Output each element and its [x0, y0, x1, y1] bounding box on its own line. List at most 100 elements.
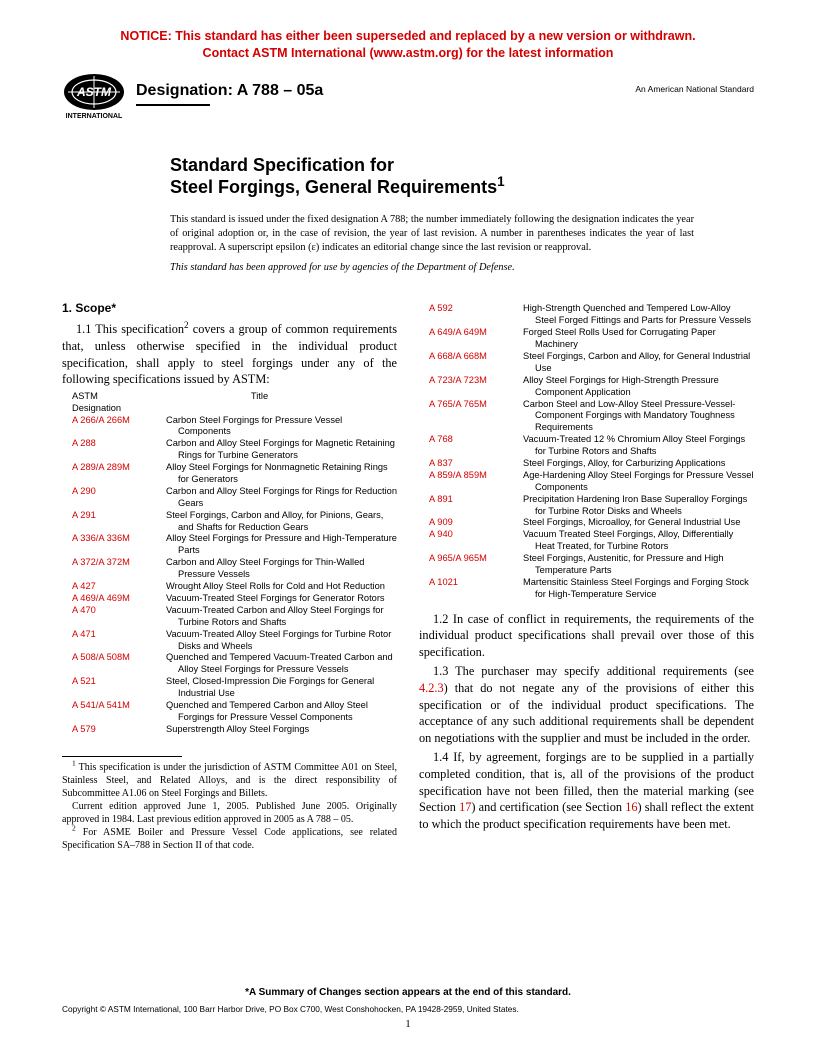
spec-row: A 579Superstrength Alloy Steel Forgings: [62, 724, 397, 736]
footnote-2: 2 For ASME Boiler and Pressure Vessel Co…: [62, 826, 397, 852]
spec-row: A 768Vacuum-Treated 12 % Chromium Alloy …: [419, 434, 754, 458]
spec-designation: A 649/A 649M: [419, 327, 519, 351]
ans-label: An American National Standard: [635, 84, 754, 94]
scope-para-1: 1.1 This specification2 covers a group o…: [62, 321, 397, 387]
spec-title: Wrought Alloy Steel Rolls for Cold and H…: [162, 581, 397, 593]
spec-designation: A 891: [419, 494, 519, 518]
spec-designation: A 940: [419, 529, 519, 553]
standard-title: Standard Specification for Steel Forging…: [170, 154, 754, 199]
dod-approval: This standard has been approved for use …: [170, 262, 694, 273]
spec-title: Vacuum Treated Steel Forgings, Alloy, Di…: [519, 529, 754, 553]
spec-title: Quenched and Tempered Carbon and Alloy S…: [162, 700, 397, 724]
spec-designation: A 592: [419, 303, 519, 327]
spec-row: A 940Vacuum Treated Steel Forgings, Allo…: [419, 529, 754, 553]
spec-row: A 649/A 649MForged Steel Rolls Used for …: [419, 327, 754, 351]
notice-line-2: Contact ASTM International (www.astm.org…: [203, 46, 614, 60]
spec-title: Quenched and Tempered Vacuum-Treated Car…: [162, 652, 397, 676]
title-line-2: Steel Forgings, General Requirements1: [170, 176, 754, 199]
spec-title: Carbon Steel and Low-Alloy Steel Pressur…: [519, 399, 754, 435]
crossref-423: 4.2.3: [419, 681, 444, 695]
spec-row: A 470Vacuum-Treated Carbon and Alloy Ste…: [62, 605, 397, 629]
body-columns: 1. Scope* 1.1 This specification2 covers…: [62, 301, 754, 851]
spec-row: A 521Steel, Closed-Impression Die Forgin…: [62, 676, 397, 700]
spec-row: A 541/A 541MQuenched and Tempered Carbon…: [62, 700, 397, 724]
spec-row: A 909Steel Forgings, Microalloy, for Gen…: [419, 517, 754, 529]
designation-rule: [136, 104, 210, 106]
spec-title: Steel, Closed-Impression Die Forgings fo…: [162, 676, 397, 700]
astm-logo: ASTM INTERNATIONAL: [62, 72, 126, 120]
spec-designation: A 290: [62, 486, 162, 510]
spec-row: A 290Carbon and Alloy Steel Forgings for…: [62, 486, 397, 510]
spec-designation: A 965/A 965M: [419, 553, 519, 577]
spec-row: A 471Vacuum-Treated Alloy Steel Forgings…: [62, 629, 397, 653]
header-row: ASTM INTERNATIONAL Designation: A 788 – …: [62, 72, 754, 120]
hdr-designation: ASTMDesignation: [62, 391, 162, 415]
spec-designation: A 768: [419, 434, 519, 458]
spec-row: A 859/A 859MAge-Hardening Alloy Steel Fo…: [419, 470, 754, 494]
spec-row: A 336/A 336MAlloy Steel Forgings for Pre…: [62, 533, 397, 557]
spec-title: Steel Forgings, Carbon and Alloy, for Pi…: [162, 510, 397, 534]
spec-row: A 291Steel Forgings, Carbon and Alloy, f…: [62, 510, 397, 534]
spec-title: Carbon and Alloy Steel Forgings for Magn…: [162, 438, 397, 462]
spec-title: Steel Forgings, Alloy, for Carburizing A…: [519, 458, 754, 470]
right-column: A 592High-Strength Quenched and Tempered…: [419, 301, 754, 851]
spec-table-right: A 592High-Strength Quenched and Tempered…: [419, 303, 754, 600]
spec-title: Martensitic Stainless Steel Forgings and…: [519, 577, 754, 601]
copyright-line: Copyright © ASTM International, 100 Barr…: [62, 1004, 519, 1014]
hdr-title: Title: [162, 391, 397, 415]
left-column: 1. Scope* 1.1 This specification2 covers…: [62, 301, 397, 851]
spec-row: A 289/A 289MAlloy Steel Forgings for Non…: [62, 462, 397, 486]
spec-title: Carbon Steel Forgings for Pressure Vesse…: [162, 415, 397, 439]
spec-row: A 891Precipitation Hardening Iron Base S…: [419, 494, 754, 518]
footnote-rule: [62, 756, 182, 757]
spec-title: Vacuum-Treated Alloy Steel Forgings for …: [162, 629, 397, 653]
spec-table-left: ASTMDesignation Title A 266/A 266MCarbon…: [62, 391, 397, 736]
spec-designation: A 470: [62, 605, 162, 629]
scope-heading: 1. Scope*: [62, 301, 397, 315]
spec-designation: A 837: [419, 458, 519, 470]
scope-para-4: 1.4 If, by agreement, forgings are to be…: [419, 749, 754, 832]
spec-designation: A 909: [419, 517, 519, 529]
spec-title: Age-Hardening Alloy Steel Forgings for P…: [519, 470, 754, 494]
supersession-notice: NOTICE: This standard has either been su…: [62, 28, 754, 62]
spec-designation: A 372/A 372M: [62, 557, 162, 581]
spec-designation: A 541/A 541M: [62, 700, 162, 724]
spec-row: A 508/A 508MQuenched and Tempered Vacuum…: [62, 652, 397, 676]
spec-designation: A 469/A 469M: [62, 593, 162, 605]
page-number: 1: [0, 1018, 816, 1030]
spec-row: A 592High-Strength Quenched and Tempered…: [419, 303, 754, 327]
spec-row: A 372/A 372MCarbon and Alloy Steel Forgi…: [62, 557, 397, 581]
notice-line-1: NOTICE: This standard has either been su…: [120, 29, 695, 43]
spec-row: A 288Carbon and Alloy Steel Forgings for…: [62, 438, 397, 462]
spec-row: A 469/A 469MVacuum-Treated Steel Forging…: [62, 593, 397, 605]
spec-designation: A 427: [62, 581, 162, 593]
spec-row: A 427Wrought Alloy Steel Rolls for Cold …: [62, 581, 397, 593]
spec-title: High-Strength Quenched and Tempered Low-…: [519, 303, 754, 327]
spec-designation: A 579: [62, 724, 162, 736]
spec-title: Forged Steel Rolls Used for Corrugating …: [519, 327, 754, 351]
spec-row: A 965/A 965MSteel Forgings, Austenitic, …: [419, 553, 754, 577]
spec-designation: A 723/A 723M: [419, 375, 519, 399]
spec-row: A 668/A 668MSteel Forgings, Carbon and A…: [419, 351, 754, 375]
svg-text:INTERNATIONAL: INTERNATIONAL: [66, 113, 123, 120]
spec-title: Vacuum-Treated Steel Forgings for Genera…: [162, 593, 397, 605]
spec-row: A 837Steel Forgings, Alloy, for Carburiz…: [419, 458, 754, 470]
crossref-17: 17: [459, 800, 471, 814]
spec-table-header: ASTMDesignation Title: [62, 391, 397, 415]
spec-title: Alloy Steel Forgings for Nonmagnetic Ret…: [162, 462, 397, 486]
spec-title: Vacuum-Treated 12 % Chromium Alloy Steel…: [519, 434, 754, 458]
spec-designation: A 765/A 765M: [419, 399, 519, 435]
footnote-1b: Current edition approved June 1, 2005. P…: [62, 800, 397, 826]
spec-row: A 765/A 765MCarbon Steel and Low-Alloy S…: [419, 399, 754, 435]
designation-block: Designation: A 788 – 05a: [136, 72, 323, 106]
spec-title: Carbon and Alloy Steel Forgings for Ring…: [162, 486, 397, 510]
spec-designation: A 1021: [419, 577, 519, 601]
title-line-1: Standard Specification for: [170, 154, 754, 177]
spec-designation: A 521: [62, 676, 162, 700]
footnote-1: 1 This specification is under the jurisd…: [62, 761, 397, 800]
svg-text:ASTM: ASTM: [76, 85, 112, 99]
spec-row: A 266/A 266MCarbon Steel Forgings for Pr…: [62, 415, 397, 439]
spec-designation: A 289/A 289M: [62, 462, 162, 486]
spec-title: Steel Forgings, Carbon and Alloy, for Ge…: [519, 351, 754, 375]
spec-designation: A 859/A 859M: [419, 470, 519, 494]
